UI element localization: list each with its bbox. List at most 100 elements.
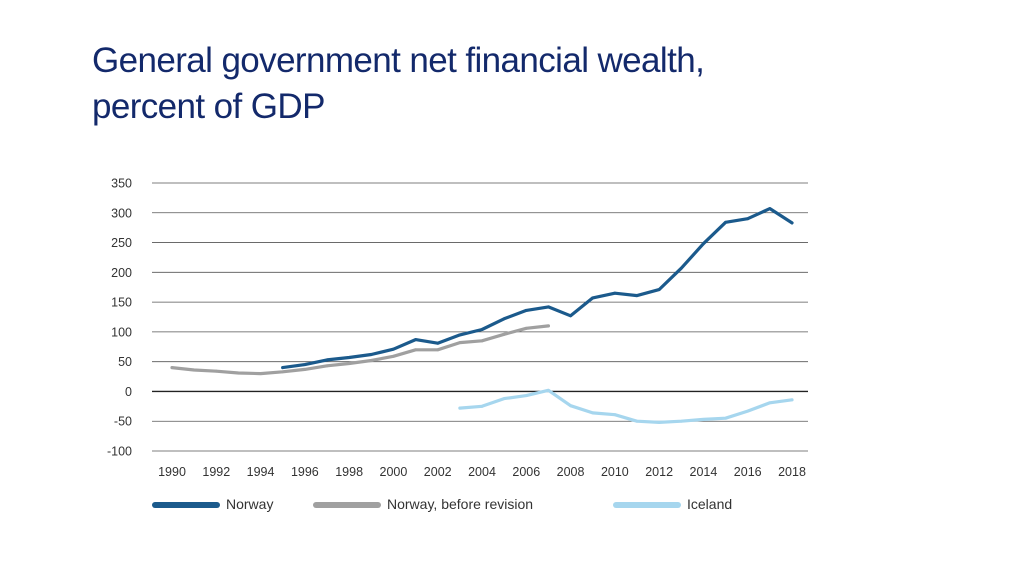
legend-label: Norway — [226, 496, 273, 512]
data-point — [547, 324, 550, 328]
data-point — [436, 341, 440, 345]
data-point — [790, 398, 794, 402]
chart-series — [170, 207, 794, 424]
data-point — [237, 371, 240, 375]
data-point — [347, 362, 351, 365]
y-tick-label: 300 — [111, 206, 132, 220]
data-point — [458, 406, 462, 410]
data-point — [325, 358, 329, 362]
data-point — [569, 404, 572, 408]
data-point — [281, 366, 285, 370]
x-tick-label: 2014 — [690, 465, 718, 479]
data-point — [657, 288, 661, 292]
data-point — [502, 397, 506, 400]
data-point — [702, 242, 705, 246]
data-point — [436, 348, 440, 352]
slide-title-line-1: General government net financial wealth, — [92, 41, 705, 80]
data-point — [214, 369, 218, 373]
data-point — [635, 294, 639, 297]
x-tick-label: 2002 — [424, 465, 452, 479]
data-point — [547, 388, 550, 392]
slide-title: General government net financial wealth,… — [92, 38, 952, 130]
data-point — [702, 418, 705, 421]
data-point — [569, 314, 572, 318]
legend-item: Norway, before revision — [313, 496, 533, 512]
series-line — [458, 388, 794, 424]
x-tick-label: 2006 — [512, 465, 540, 479]
data-point — [369, 359, 373, 362]
data-point — [458, 341, 462, 345]
legend-label: Norway, before revision — [387, 496, 533, 512]
x-tick-label: 2000 — [380, 465, 408, 479]
data-point — [524, 394, 528, 398]
slide-title-line-2: percent of GDP — [92, 87, 325, 126]
data-point — [746, 409, 750, 413]
data-point — [480, 339, 484, 343]
series-line — [170, 324, 551, 376]
data-point — [414, 338, 417, 342]
data-point — [790, 221, 794, 225]
legend-label: Iceland — [687, 496, 732, 512]
series-line — [281, 207, 794, 370]
data-point — [613, 413, 617, 417]
data-point — [458, 333, 462, 337]
y-tick-label: 0 — [125, 385, 132, 399]
x-tick-label: 2004 — [468, 465, 496, 479]
data-point — [635, 419, 639, 423]
data-point — [591, 411, 595, 415]
x-tick-label: 2010 — [601, 465, 629, 479]
data-point — [369, 353, 373, 356]
data-point — [591, 296, 595, 300]
x-tick-label: 2016 — [734, 465, 762, 479]
data-point — [768, 207, 772, 211]
data-point — [303, 368, 307, 371]
x-tick-label: 2008 — [557, 465, 585, 479]
x-tick-label: 1990 — [158, 465, 186, 479]
x-tick-label: 1994 — [247, 465, 275, 479]
data-point — [657, 421, 661, 424]
data-point — [502, 332, 506, 336]
data-point — [259, 372, 262, 375]
data-point — [281, 370, 285, 374]
series-norway-before-revision — [170, 324, 551, 376]
grid-lines — [152, 182, 808, 452]
y-axis-ticks: 350 300 250 200 150 100 50 0 -50 -100 — [107, 177, 132, 459]
x-tick-label: 2018 — [778, 465, 806, 479]
series-iceland — [458, 388, 794, 424]
x-tick-label: 1992 — [202, 465, 230, 479]
data-point — [192, 368, 196, 372]
data-point — [613, 291, 617, 295]
y-tick-label: 150 — [111, 296, 132, 310]
legend-item: Iceland — [613, 496, 732, 512]
data-point — [414, 348, 417, 352]
data-point — [547, 305, 550, 309]
data-point — [502, 317, 506, 321]
series-norway — [281, 207, 794, 370]
data-point — [392, 347, 395, 351]
x-tick-label: 2012 — [645, 465, 673, 479]
y-tick-label: -50 — [114, 415, 132, 429]
data-point — [392, 354, 395, 358]
data-point — [480, 328, 484, 331]
y-tick-label: 100 — [111, 325, 132, 339]
data-point — [679, 266, 683, 270]
legend-item: Norway — [152, 496, 273, 512]
x-tick-label: 1998 — [335, 465, 363, 479]
data-point — [524, 326, 528, 330]
data-point — [347, 356, 351, 359]
y-tick-label: 350 — [111, 177, 132, 191]
data-point — [724, 220, 727, 224]
x-axis-ticks: 1990 1992 1994 1996 1998 2000 2002 2004 2006 2008… — [158, 465, 806, 479]
data-point — [524, 309, 528, 312]
data-point — [724, 416, 727, 420]
data-point — [303, 363, 307, 367]
y-tick-label: -100 — [107, 445, 132, 459]
y-tick-label: 250 — [111, 236, 132, 250]
data-point — [170, 366, 174, 370]
y-tick-label: 50 — [118, 355, 132, 369]
data-point — [746, 217, 750, 221]
chart-legend: Norway Norway, before revision Iceland — [152, 496, 732, 512]
data-point — [325, 364, 329, 368]
y-tick-label: 200 — [111, 266, 132, 280]
